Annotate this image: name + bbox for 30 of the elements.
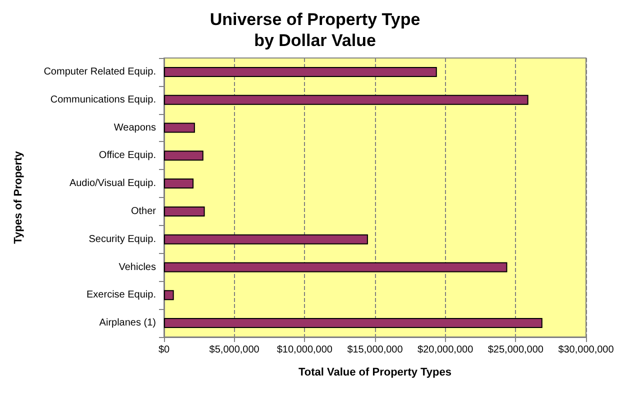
bar [164, 262, 508, 272]
y-tick-label: Exercise Equip. [86, 290, 156, 301]
y-tick-label: Weapons [114, 122, 156, 134]
y-axis-title: Types of Property [12, 150, 24, 244]
bar [164, 122, 195, 133]
bar [164, 290, 174, 300]
bar [164, 206, 205, 216]
x-tick-label: $0 [158, 344, 170, 356]
bar [164, 234, 368, 244]
y-tick-label: Other [130, 206, 157, 217]
y-tick-label: Security Equip. [88, 234, 156, 245]
y-tick-label: Audio/Visual Equip. [69, 178, 156, 190]
y-tick-label: Communications Equip. [50, 94, 156, 106]
y-tick-label: Office Equip. [98, 150, 156, 162]
bar [164, 318, 542, 328]
y-tick-label: Vehicles [118, 262, 156, 273]
bar [164, 178, 194, 189]
x-tick-label: $25,000,000 [488, 344, 544, 356]
x-tick-label: $10,000,000 [276, 344, 333, 356]
x-tick-label: $30,000,000 [558, 344, 614, 356]
x-tick-label: $5,000,000 [209, 344, 260, 356]
y-tick-label: Computer Related Equip. [44, 66, 156, 78]
bar [164, 66, 437, 77]
chart-title: Universe of Property Type by Dollar Value [210, 10, 420, 50]
x-tick-label: $20,000,000 [418, 344, 474, 356]
bar [164, 150, 204, 161]
bar [164, 94, 528, 105]
x-tick-label: $15,000,000 [347, 344, 404, 356]
y-tick-label: Airplanes (1) [99, 318, 156, 329]
x-axis-title: Total Value of Property Types [298, 366, 452, 378]
